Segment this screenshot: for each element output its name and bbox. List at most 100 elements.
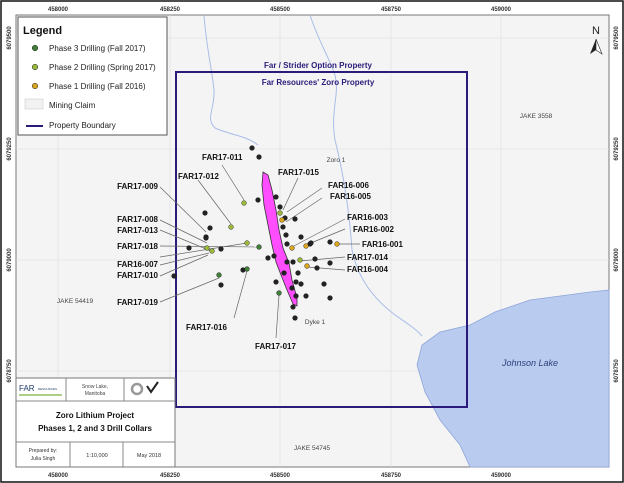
claim-label: Dyke 1 [305, 319, 326, 326]
phase3-drill-collar [244, 266, 250, 272]
phase3-drill-collar [276, 290, 282, 296]
phase2-drill-collar [204, 245, 210, 251]
drill-hole-marker [277, 204, 283, 210]
phase2-drill-collar [228, 224, 234, 230]
drill-label: FAR17-014 [347, 253, 388, 262]
lake-label: Johnson Lake [501, 358, 558, 368]
x-tick: 459000 [491, 7, 512, 13]
drill-hole-marker [312, 256, 318, 262]
drill-hole-marker [327, 239, 333, 245]
stream [203, 14, 259, 146]
drill-hole-marker [293, 293, 299, 299]
company-logo: FAR [19, 384, 35, 393]
drill-hole-marker [202, 210, 208, 216]
drill-hole-marker [321, 281, 327, 287]
drill-hole-marker [293, 279, 299, 285]
pegmatite-dyke [261, 171, 298, 307]
drill-hole-marker [265, 255, 271, 261]
phase2-drill-collar [209, 248, 215, 254]
drill-label: FAR16-007 [117, 260, 158, 269]
drill-hole-marker [218, 282, 224, 288]
claim-label: JAKE 54745 [294, 445, 331, 452]
title-block: FAR RESOURCES Snow Lake, Manitoba Zoro L… [15, 377, 176, 468]
north-arrow-icon: N [590, 25, 603, 55]
mining-claim-swatch-icon [24, 98, 44, 110]
leader-lines [159, 164, 360, 339]
drill-label: FAR17-017 [255, 342, 296, 351]
claim-label: Zoro 1 [327, 157, 346, 164]
phase1-marker-icon [31, 82, 39, 90]
legend-title: Legend [23, 25, 62, 37]
phase2-drill-collar [244, 240, 250, 246]
y-tick: 6078750 [7, 359, 13, 383]
legend-item: Property Boundary [49, 121, 116, 130]
drill-hole-marker [280, 224, 286, 230]
y-tick: 6079500 [7, 26, 13, 50]
north-label: N [592, 25, 600, 37]
drill-hole-marker [284, 259, 290, 265]
legend-item: Phase 1 Drilling (Fall 2016) [49, 82, 146, 91]
phase2-drill-collar [297, 257, 303, 263]
drill-hole-marker [249, 145, 255, 151]
drill-label: FAR17-008 [117, 215, 158, 224]
legend-item: Mining Claim [49, 101, 96, 110]
phase2-drill-collar [277, 210, 283, 216]
drill-label: FAR17-016 [186, 323, 227, 332]
y-tick: 6079000 [614, 248, 620, 272]
drill-hole-marker [207, 225, 213, 231]
consultant-logo-icon [130, 381, 159, 396]
phase3-marker-icon [31, 44, 39, 52]
drill-label: FAR17-013 [117, 226, 158, 235]
drill-label: FAR17-012 [178, 172, 219, 181]
drill-hole-marker [171, 273, 177, 279]
phase3-drill-collar [256, 244, 262, 250]
drill-hole-marker [327, 295, 333, 301]
claim-label: JAKE 54419 [57, 298, 94, 305]
y-tick: 6079250 [614, 137, 620, 161]
phase3-drill-collar [216, 272, 222, 278]
drill-hole-marker [295, 270, 301, 276]
location-line-1: Snow Lake, [82, 384, 108, 390]
drill-hole-marker [281, 270, 287, 276]
drill-hole-marker [273, 279, 279, 285]
drill-hole-marker [218, 246, 224, 252]
claim-label: JAKE 3558 [520, 113, 553, 120]
x-tick: 459000 [491, 473, 512, 479]
x-tick: 458250 [160, 7, 181, 13]
drill-label: FAR17-009 [117, 182, 158, 191]
drill-hole-marker [289, 285, 295, 291]
y-tick: 6079250 [7, 137, 13, 161]
company-logo-sub: RESOURCES [38, 387, 57, 391]
legend-item: Phase 3 Drilling (Fall 2017) [49, 44, 146, 53]
map-date: May 2018 [137, 453, 161, 459]
drill-hole-marker [308, 240, 314, 246]
drill-label: FAR16-002 [353, 225, 394, 234]
drill-label: FAR17-010 [117, 271, 158, 280]
drill-hole-marker [290, 259, 296, 265]
drill-label: FAR16-006 [328, 181, 369, 190]
phase1-drill-collar [334, 241, 340, 247]
axis-ticks: 458000 458250 458500 458750 459000 45800… [7, 7, 620, 479]
drill-label: FAR17-018 [117, 242, 158, 251]
map-title-line-1: Zoro Lithium Project [56, 411, 135, 420]
x-tick: 458500 [270, 7, 291, 13]
drill-hole-marker [314, 265, 320, 271]
drill-hole-marker [327, 260, 333, 266]
drill-label: FAR16-005 [330, 192, 371, 201]
prepared-by-label: Prepared by: [29, 448, 58, 454]
x-tick: 458250 [160, 473, 181, 479]
drill-hole-marker [273, 194, 279, 200]
drill-label: FAR16-004 [347, 265, 388, 274]
zoro-property-label: Far Resources' Zoro Property [262, 78, 375, 87]
drill-holes [171, 145, 340, 321]
x-tick: 458000 [48, 7, 69, 13]
x-tick: 458750 [381, 7, 402, 13]
drill-hole-marker [255, 197, 261, 203]
option-property-label: Far / Strider Option Property [264, 61, 373, 70]
drill-hole-marker [290, 304, 296, 310]
phase2-drill-collar [241, 200, 247, 206]
phase1-drill-collar [279, 217, 285, 223]
y-tick: 6079000 [7, 248, 13, 272]
phase2-marker-icon [31, 63, 39, 71]
